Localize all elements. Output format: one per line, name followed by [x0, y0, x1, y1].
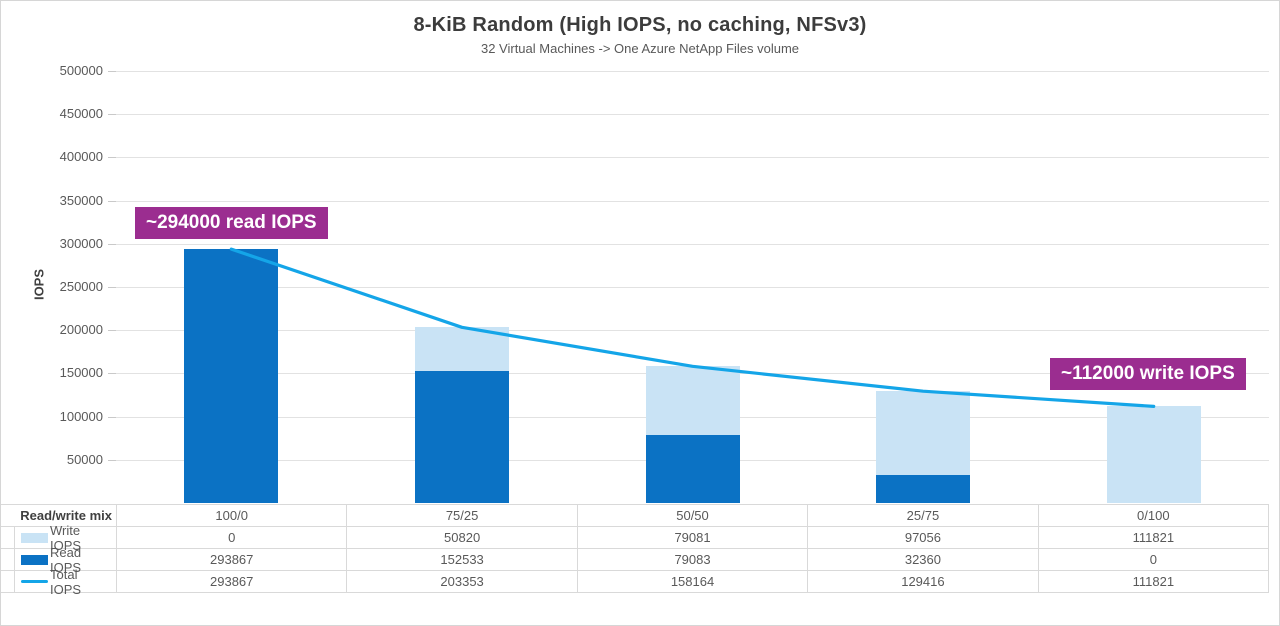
y-axis-tick-label: 250000 — [59, 279, 103, 294]
chart-title: 8-KiB Random (High IOPS, no caching, NFS… — [413, 14, 867, 36]
y-gridline — [116, 287, 1269, 288]
table-value-cell: 79083 — [576, 549, 807, 570]
legend-label: Total IOPS — [50, 566, 82, 597]
y-axis-tickmark — [108, 459, 116, 461]
y-gridline — [116, 330, 1269, 332]
y-axis-tick-label: 350000 — [59, 192, 103, 208]
bar-segment-write-iops — [645, 366, 740, 435]
bar-segment-read-iops — [645, 434, 740, 503]
data-table: Read/write mix 100/0 75/25 50/50 25/75 0/100 W… — [1, 504, 1269, 597]
bar-segment-read-iops — [414, 371, 509, 503]
table-row-header-series: Total IOPS — [1, 567, 116, 597]
y-axis-tickmark — [108, 330, 116, 332]
y-axis-tick-label: 400000 — [59, 149, 103, 165]
table-row-header-series: Read IOPS — [1, 545, 116, 575]
table-row: Read IOPS 293867 152533 79083 32360 0 — [1, 545, 1268, 575]
y-axis-tickmark — [108, 287, 116, 288]
table-category-cell: 50/50 — [576, 505, 807, 526]
y-gridline — [116, 114, 1269, 116]
y-gridline — [116, 200, 1269, 202]
y-axis-tickmark — [108, 373, 116, 375]
table-value-cell: 129416 — [807, 571, 1037, 592]
table-value-cell: 0 — [116, 527, 346, 548]
table-value-cell: 203353 — [346, 571, 576, 592]
bar-segment-read-iops — [184, 249, 279, 503]
annotation-write-iops: ~112000 write IOPS — [1050, 358, 1246, 390]
legend-entry: Total IOPS — [14, 567, 112, 597]
y-axis-tick-label: 500000 — [59, 63, 103, 78]
table-value-cell: 111821 — [1037, 527, 1268, 548]
annotation-read-iops: ~294000 read IOPS — [135, 207, 328, 239]
table-value-cell: 79081 — [576, 527, 807, 548]
legend-label: Read IOPS — [50, 544, 82, 575]
y-axis-tickmark — [108, 114, 116, 116]
bar-segment-read-iops — [876, 475, 971, 503]
y-axis-tick-label: 50000 — [66, 451, 103, 467]
table-category-cell: 100/0 — [116, 505, 346, 526]
table-category-cell: 75/25 — [346, 505, 576, 526]
table-value-cell: 158164 — [576, 571, 807, 592]
table-row-header-mix: Read/write mix — [20, 508, 112, 523]
chart-subtitle: 32 Virtual Machines -> One Azure NetApp … — [480, 41, 800, 56]
table-value-cell: 293867 — [116, 571, 346, 592]
legend-line-swatch — [21, 580, 48, 583]
table-category-cell: 25/75 — [807, 505, 1037, 526]
table-value-cell: 152533 — [346, 549, 576, 570]
legend-bar-swatch — [21, 532, 48, 543]
table-value-cell: 111821 — [1037, 571, 1268, 592]
table-row-header-series: Write IOPS — [1, 523, 116, 553]
y-axis-tick-label: 450000 — [59, 106, 103, 122]
legend-bar-swatch — [21, 554, 48, 565]
table-row: Write IOPS 0 50820 79081 97056 111821 — [1, 523, 1268, 553]
legend-entry: Read IOPS — [14, 545, 112, 575]
table-category-cell: 0/100 — [1037, 505, 1268, 526]
table-row: Read/write mix 100/0 75/25 50/50 25/75 0/100 — [1, 505, 1268, 527]
legend-entry: Write IOPS — [14, 523, 112, 553]
table-row: Total IOPS 293867 203353 158164 129416 111821 — [1, 567, 1268, 597]
y-axis-tickmark — [108, 71, 116, 72]
table-value-cell: 32360 — [807, 549, 1037, 570]
y-axis-tick-label: 200000 — [59, 322, 103, 338]
y-axis-tickmark — [108, 157, 116, 159]
table-value-cell: 0 — [1037, 549, 1268, 570]
table-value-cell: 50820 — [346, 527, 576, 548]
y-gridline — [116, 71, 1269, 72]
y-axis-tick-label: 100000 — [59, 408, 103, 424]
y-axis-tick-label: 300000 — [59, 235, 103, 251]
table-value-cell: 97056 — [807, 527, 1037, 548]
table-value-cell: 293867 — [116, 549, 346, 570]
y-axis-tick-label: 150000 — [59, 365, 103, 381]
y-gridline — [116, 243, 1269, 245]
bar-segment-write-iops — [1106, 406, 1201, 503]
y-axis-tickmark — [108, 416, 116, 418]
bar-segment-write-iops — [876, 391, 971, 476]
legend-label: Write IOPS — [50, 522, 82, 553]
y-axis-tickmark — [108, 200, 116, 202]
y-gridline — [116, 157, 1269, 159]
y-axis-tickmark — [108, 243, 116, 245]
bar-segment-write-iops — [414, 327, 509, 372]
